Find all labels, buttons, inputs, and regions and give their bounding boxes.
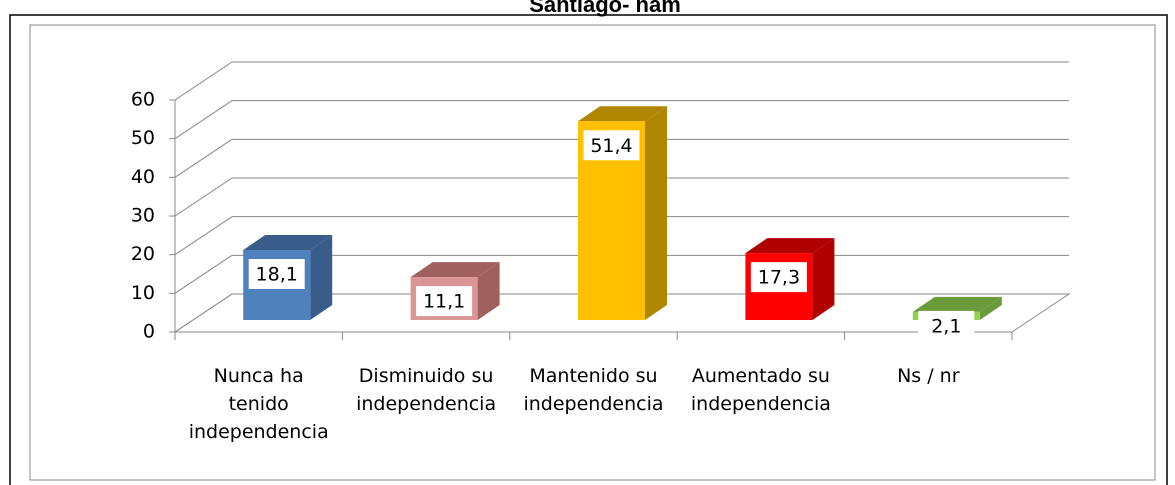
y-tick-label: 60 [131,89,155,111]
value-label-box [583,130,640,161]
grid-line [174,61,233,101]
value-label-box [416,286,473,317]
bar-top [410,262,500,278]
outer-frame [9,14,1168,485]
grid-line [174,100,233,140]
bar-side [645,106,667,321]
value-label-box [750,262,807,293]
x-tick-label: Mantenido su independencia [523,365,664,415]
grid-line [174,216,233,256]
y-tick-label: 10 [131,282,155,304]
x-tick-label: Ns / nr [897,365,960,387]
chart-title: Santiago- nam [529,0,681,17]
x-tick-label: Disminuido su independencia [356,365,497,415]
value-label-box [248,259,305,290]
value-label: 51,4 [590,135,632,157]
bar-side [310,235,333,320]
bar-side [979,296,1002,320]
bar-top [243,235,333,251]
bar-side [812,238,835,320]
value-label: 17,3 [758,267,800,289]
bar-side [477,262,500,320]
value-label-box [918,310,975,341]
bar-top [912,296,1002,312]
chart-frame [29,24,1156,481]
x-tick-label: Aumentado su independencia [690,365,831,415]
value-label: 2,1 [931,315,961,337]
y-tick-label: 30 [131,205,155,227]
grid-line [174,138,233,178]
x-tick-label: Nunca ha tenido independencia [188,365,329,443]
value-label: 18,1 [256,264,298,286]
grid-line [174,293,233,333]
bar-top [745,238,835,254]
grid-line [174,177,233,217]
grid-line [174,254,233,294]
y-tick-label: 50 [131,127,155,149]
y-tick-label: 0 [143,321,155,343]
y-tick-label: 20 [131,243,155,265]
value-label: 11,1 [423,291,465,313]
y-tick-label: 40 [131,166,155,188]
bar-top [578,106,667,122]
